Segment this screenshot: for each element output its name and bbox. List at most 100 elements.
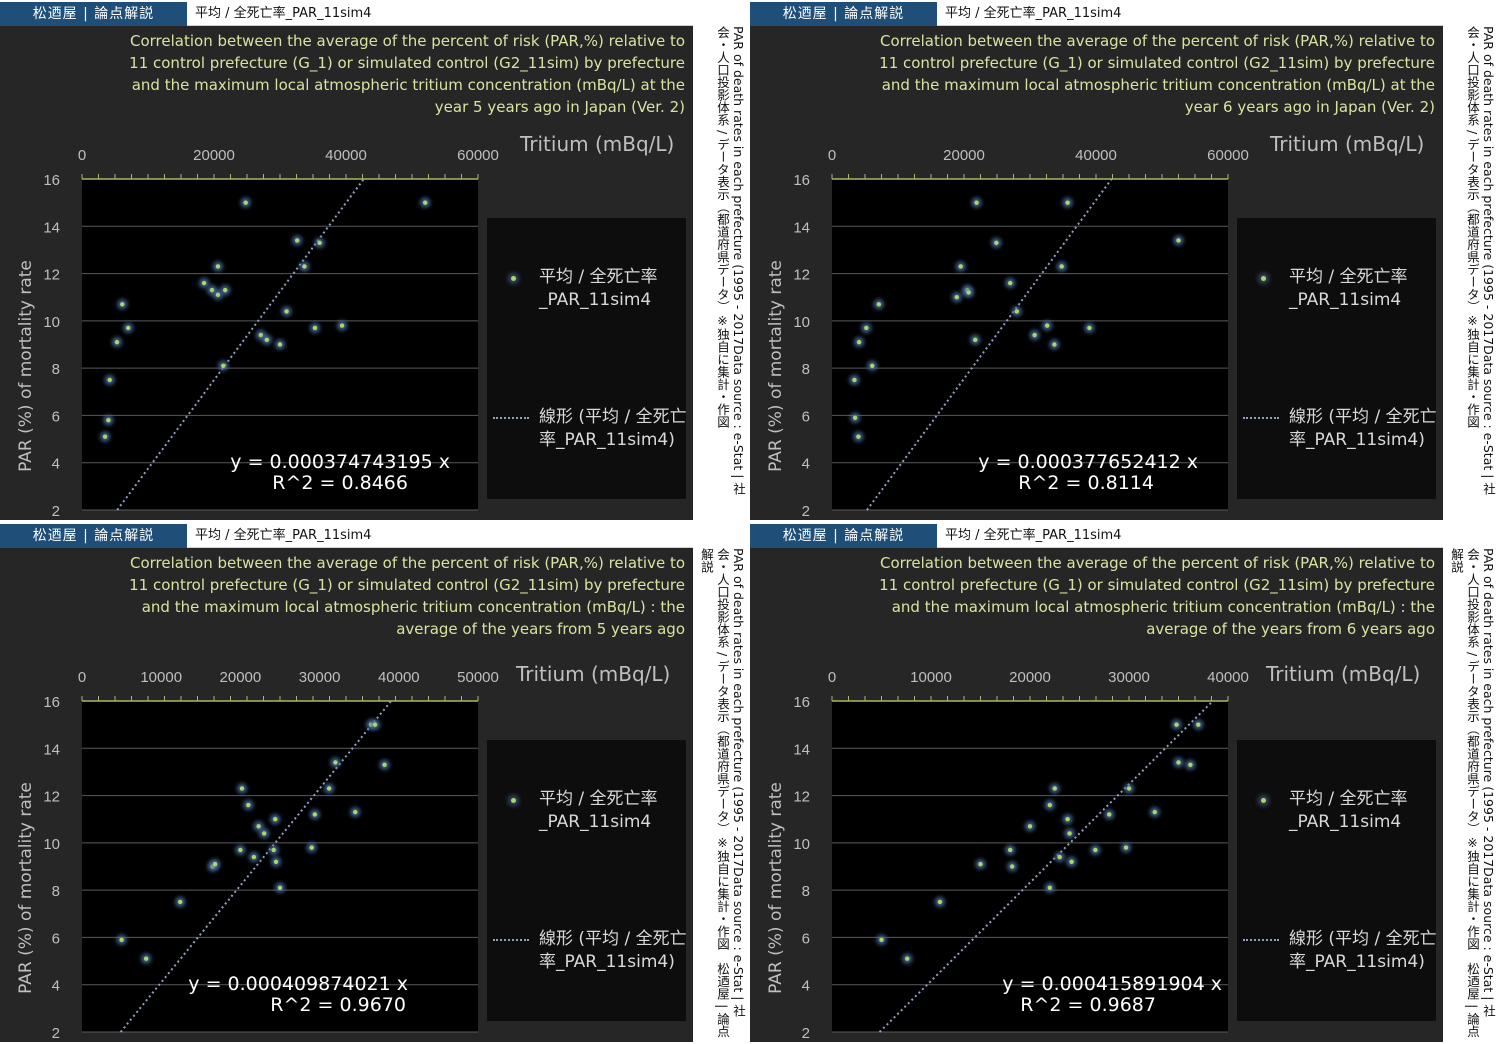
data-point-marker bbox=[339, 323, 345, 328]
x-tick-label: 10000 bbox=[910, 669, 952, 686]
data-point-marker bbox=[277, 885, 283, 890]
data-point bbox=[867, 360, 878, 371]
chart-panel-3: 松迺屋 | 論点解説 平均 / 全死亡率_PAR_11sim4 Correlat… bbox=[0, 522, 750, 1044]
data-point bbox=[1005, 844, 1016, 855]
data-point-marker bbox=[273, 817, 278, 822]
data-point bbox=[991, 237, 1002, 248]
data-point bbox=[306, 842, 317, 853]
brand-tab: 松迺屋 | 論点解説 bbox=[0, 524, 187, 548]
data-point-marker bbox=[1188, 762, 1193, 768]
trend-equation: y = 0.000377652412 x bbox=[978, 451, 1198, 473]
data-point bbox=[111, 337, 122, 348]
data-point bbox=[218, 360, 229, 371]
data-point bbox=[350, 807, 361, 818]
x-tick-label: 60000 bbox=[1207, 147, 1249, 164]
data-point-marker bbox=[423, 200, 428, 205]
data-point bbox=[970, 334, 981, 345]
y-tick-label: 10 bbox=[793, 314, 810, 331]
data-point-marker bbox=[1047, 885, 1052, 890]
data-point-marker bbox=[1176, 238, 1181, 243]
data-point bbox=[103, 415, 114, 426]
data-point-marker bbox=[852, 377, 857, 383]
chart-area: Correlation between the average of the p… bbox=[0, 548, 693, 1042]
chart-title: Correlation between the average of the p… bbox=[129, 32, 685, 116]
plot-area bbox=[82, 701, 478, 1032]
data-point-marker bbox=[382, 762, 387, 768]
data-point-marker bbox=[852, 415, 858, 420]
y-tick-label: 6 bbox=[52, 408, 60, 425]
data-point-marker bbox=[1047, 802, 1052, 808]
source-note: PAR of death rates in each prefecture (1… bbox=[693, 26, 750, 520]
brand-tab: 松迺屋 | 論点解説 bbox=[750, 524, 937, 548]
x-tick-label: 10000 bbox=[140, 669, 182, 686]
y-tick-label: 12 bbox=[43, 267, 60, 284]
data-point bbox=[314, 237, 325, 248]
data-point-marker bbox=[937, 899, 943, 905]
x-tick-label: 60000 bbox=[457, 147, 499, 164]
data-point-marker bbox=[1032, 332, 1037, 338]
source-note: PAR of death rates in each prefecture (1… bbox=[1443, 26, 1500, 520]
y-tick-label: 14 bbox=[793, 741, 810, 758]
trendline bbox=[866, 178, 1113, 511]
chart-area: Correlation between the average of the p… bbox=[0, 26, 693, 520]
y-tick-label: 16 bbox=[793, 172, 810, 189]
data-point bbox=[281, 306, 292, 317]
y-tick-label: 8 bbox=[802, 361, 810, 378]
chart-area: Correlation between the average of the p… bbox=[750, 548, 1443, 1042]
data-point-marker bbox=[223, 287, 228, 293]
sheet-title: 平均 / 全死亡率_PAR_11sim4 bbox=[937, 524, 1443, 548]
data-point bbox=[876, 934, 887, 945]
data-point-marker bbox=[1093, 847, 1098, 853]
data-point bbox=[123, 322, 134, 333]
data-point-marker bbox=[238, 847, 243, 853]
data-point-marker bbox=[106, 417, 111, 423]
data-point bbox=[379, 759, 390, 770]
data-point-marker bbox=[258, 332, 264, 338]
data-point-marker bbox=[271, 847, 276, 853]
sheet-title: 平均 / 全死亡率_PAR_11sim4 bbox=[937, 2, 1443, 26]
data-point-marker bbox=[309, 845, 314, 850]
y-axis-title: PAR (%) of mortality rate bbox=[766, 782, 786, 994]
data-point bbox=[1044, 882, 1055, 893]
data-point-marker bbox=[958, 264, 963, 269]
y-tick-label: 2 bbox=[802, 503, 810, 520]
r-squared: R^2 = 0.8466 bbox=[272, 472, 408, 494]
data-point-marker bbox=[243, 200, 248, 205]
y-tick-label: 6 bbox=[52, 930, 60, 947]
data-point bbox=[1007, 861, 1018, 872]
data-point bbox=[275, 882, 285, 893]
y-tick-label: 16 bbox=[793, 694, 810, 711]
x-tick-label: 20000 bbox=[193, 147, 235, 164]
data-point bbox=[853, 431, 864, 442]
data-point-marker bbox=[1174, 722, 1179, 727]
data-point-marker bbox=[102, 434, 108, 439]
data-point bbox=[141, 953, 152, 964]
data-point-marker bbox=[178, 899, 183, 905]
y-tick-label: 6 bbox=[802, 408, 810, 425]
data-point bbox=[104, 374, 115, 385]
plot-area bbox=[832, 701, 1228, 1032]
data-point bbox=[902, 953, 913, 964]
data-point bbox=[210, 859, 221, 870]
data-point bbox=[1185, 759, 1196, 770]
data-point bbox=[955, 261, 966, 272]
data-point-marker bbox=[1057, 854, 1062, 860]
y-tick-label: 16 bbox=[43, 694, 60, 711]
data-point bbox=[116, 934, 127, 945]
x-axis-title: Tritium (mBq/L) bbox=[516, 662, 671, 686]
legend-trend-label: 線形 (平均 / 全死亡率_PAR_11sim4) bbox=[1289, 929, 1437, 972]
data-point bbox=[1056, 261, 1067, 272]
legend-series-label: 平均 / 全死亡率_PAR_11sim4 bbox=[539, 789, 658, 832]
data-point-marker bbox=[333, 760, 338, 765]
data-point-marker bbox=[239, 786, 245, 791]
legend-marker-icon bbox=[511, 276, 516, 281]
trend-equation: y = 0.000374743195 x bbox=[230, 451, 450, 473]
data-point-marker bbox=[353, 809, 358, 815]
legend-marker-icon bbox=[1261, 276, 1266, 281]
data-point-marker bbox=[372, 722, 378, 727]
data-point-marker bbox=[856, 434, 861, 439]
data-point bbox=[934, 896, 945, 907]
data-point-marker bbox=[107, 377, 112, 383]
legend: 平均 / 全死亡率_PAR_11sim4 線形 (平均 / 全死亡率_PAR_1… bbox=[1237, 740, 1437, 1021]
data-point bbox=[268, 844, 279, 855]
